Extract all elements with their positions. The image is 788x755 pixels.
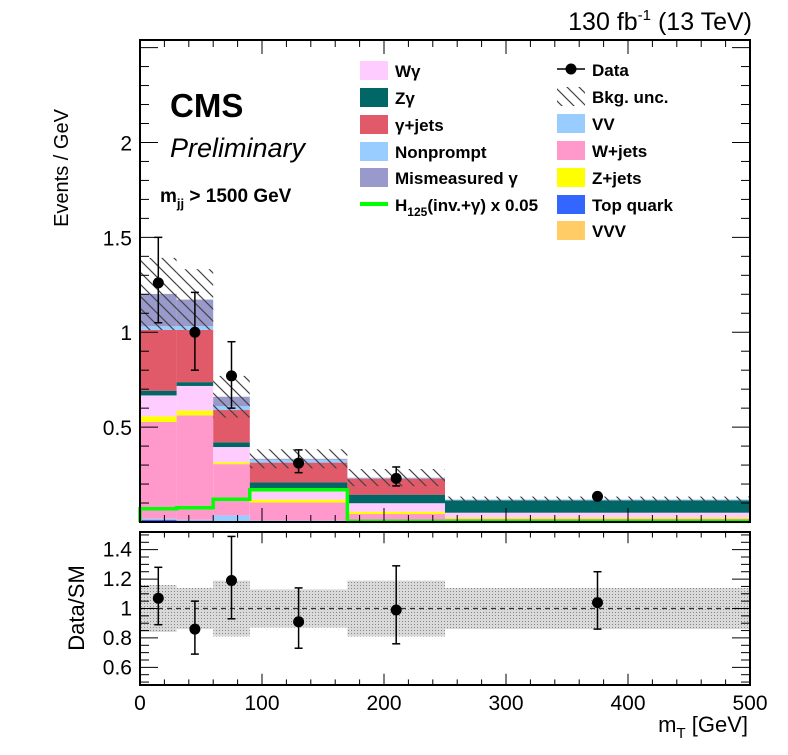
legend-label-vvv: VVV	[592, 222, 627, 241]
y-tick-label: 1.5	[103, 227, 132, 250]
x-tick-label: 300	[488, 692, 523, 715]
bar-zgamma	[213, 442, 250, 447]
ratio-point	[153, 593, 164, 604]
bar-z-jets	[250, 500, 348, 503]
data-point	[592, 491, 603, 502]
cms-label: CMS	[170, 87, 243, 124]
lumi-label: 130 fb-1 (13 TeV)	[568, 7, 752, 36]
ratio-y-tick-label: 0.6	[103, 656, 132, 679]
bar-zgamma	[250, 483, 348, 489]
bar-vv	[140, 519, 177, 520]
x-tick-label: 100	[244, 692, 279, 715]
legend-swatch-mismeasured	[360, 168, 388, 187]
legend-label-zgamma: Zγ	[395, 89, 415, 108]
ratio-point	[391, 604, 402, 615]
legend-swatch-top	[557, 195, 585, 214]
legend-swatch-vv	[557, 114, 585, 133]
ratio-point	[226, 575, 237, 586]
bar-wgamma	[213, 447, 250, 462]
x-tick-label: 200	[366, 692, 401, 715]
ratio-panel	[140, 536, 750, 654]
bar-wgamma	[140, 395, 177, 416]
legend-swatch-wgamma	[360, 61, 388, 80]
selection-label: mjj > 1500 GeV	[160, 186, 292, 211]
x-tick-label: 400	[610, 692, 645, 715]
bar-z-jets	[177, 411, 214, 416]
bar-zgamma	[140, 391, 177, 396]
bar-z-jets	[347, 512, 445, 514]
bar-wgamma	[445, 513, 750, 518]
data-point	[226, 370, 237, 381]
ratio-point	[592, 597, 603, 608]
legend-swatch-wjets	[557, 141, 585, 160]
bar-gamma-jets	[140, 330, 177, 391]
main-panel	[140, 237, 750, 522]
legend-label-zjets: Z+jets	[592, 169, 642, 188]
y-axis-label: Events / GeV	[51, 108, 73, 226]
ratio-y-axis-label: Data/SM	[64, 565, 89, 651]
legend: Wγ Zγ γ+jets Nonprompt Mismeasured γ H12…	[360, 61, 673, 241]
data-point	[293, 458, 304, 469]
legend-label-signal: H125(inv.+γ) x 0.05	[395, 196, 538, 219]
bar-w-jets	[250, 502, 348, 520]
bar-wgamma	[347, 503, 445, 512]
legend-swatch-zjets	[557, 168, 585, 187]
x-axis-label: mT [GeV]	[658, 712, 748, 742]
bar-wgamma	[177, 386, 214, 411]
data-point	[189, 327, 200, 338]
legend-label-wgamma: Wγ	[395, 62, 421, 81]
legend-marker-data	[566, 64, 577, 75]
bar-w-jets	[140, 422, 177, 519]
legend-label-vv: VV	[592, 115, 615, 134]
ratio-y-tick-label: 0.8	[103, 627, 132, 650]
bar-vv	[213, 515, 250, 521]
y-tick-label: 2	[120, 132, 132, 155]
legend-label-data: Data	[592, 61, 629, 80]
bar-z-jets	[213, 462, 250, 464]
data-point	[153, 277, 164, 288]
legend-label-top: Top quark	[592, 196, 673, 215]
legend-swatch-nonprompt	[360, 142, 388, 161]
data-point	[391, 473, 402, 484]
ratio-point	[189, 624, 200, 635]
legend-label-gammajets: γ+jets	[395, 116, 444, 135]
bar-z-jets	[445, 517, 750, 518]
bar-zgamma	[347, 495, 445, 504]
bar-w-jets	[213, 464, 250, 515]
legend-swatch-gammajets	[360, 115, 388, 134]
x-tick-label: 0	[134, 692, 146, 715]
legend-swatch-vvv	[557, 221, 585, 240]
y-tick-label: 0.5	[103, 417, 132, 440]
legend-label-mismeasured: Mismeasured γ	[395, 169, 518, 188]
ratio-y-tick-label: 1	[120, 598, 132, 621]
preliminary-label: Preliminary	[170, 133, 307, 163]
ratio-y-tick-label: 1.4	[103, 539, 133, 562]
legend-label-wjets: W+jets	[592, 142, 647, 161]
ratio-y-tick-label: 1.2	[103, 568, 132, 591]
bar-w-jets	[347, 514, 445, 521]
legend-swatch-bkg-unc	[557, 87, 585, 106]
bar-z-jets	[140, 416, 177, 422]
bar-zgamma	[177, 382, 214, 386]
y-tick-label: 1	[120, 322, 132, 345]
legend-label-bkg-unc: Bkg. unc.	[592, 88, 669, 107]
legend-label-nonprompt: Nonprompt	[395, 143, 487, 162]
legend-swatch-zgamma	[360, 88, 388, 107]
ratio-point	[293, 616, 304, 627]
bar-w-jets	[177, 415, 214, 519]
bar-vv	[177, 520, 214, 521]
